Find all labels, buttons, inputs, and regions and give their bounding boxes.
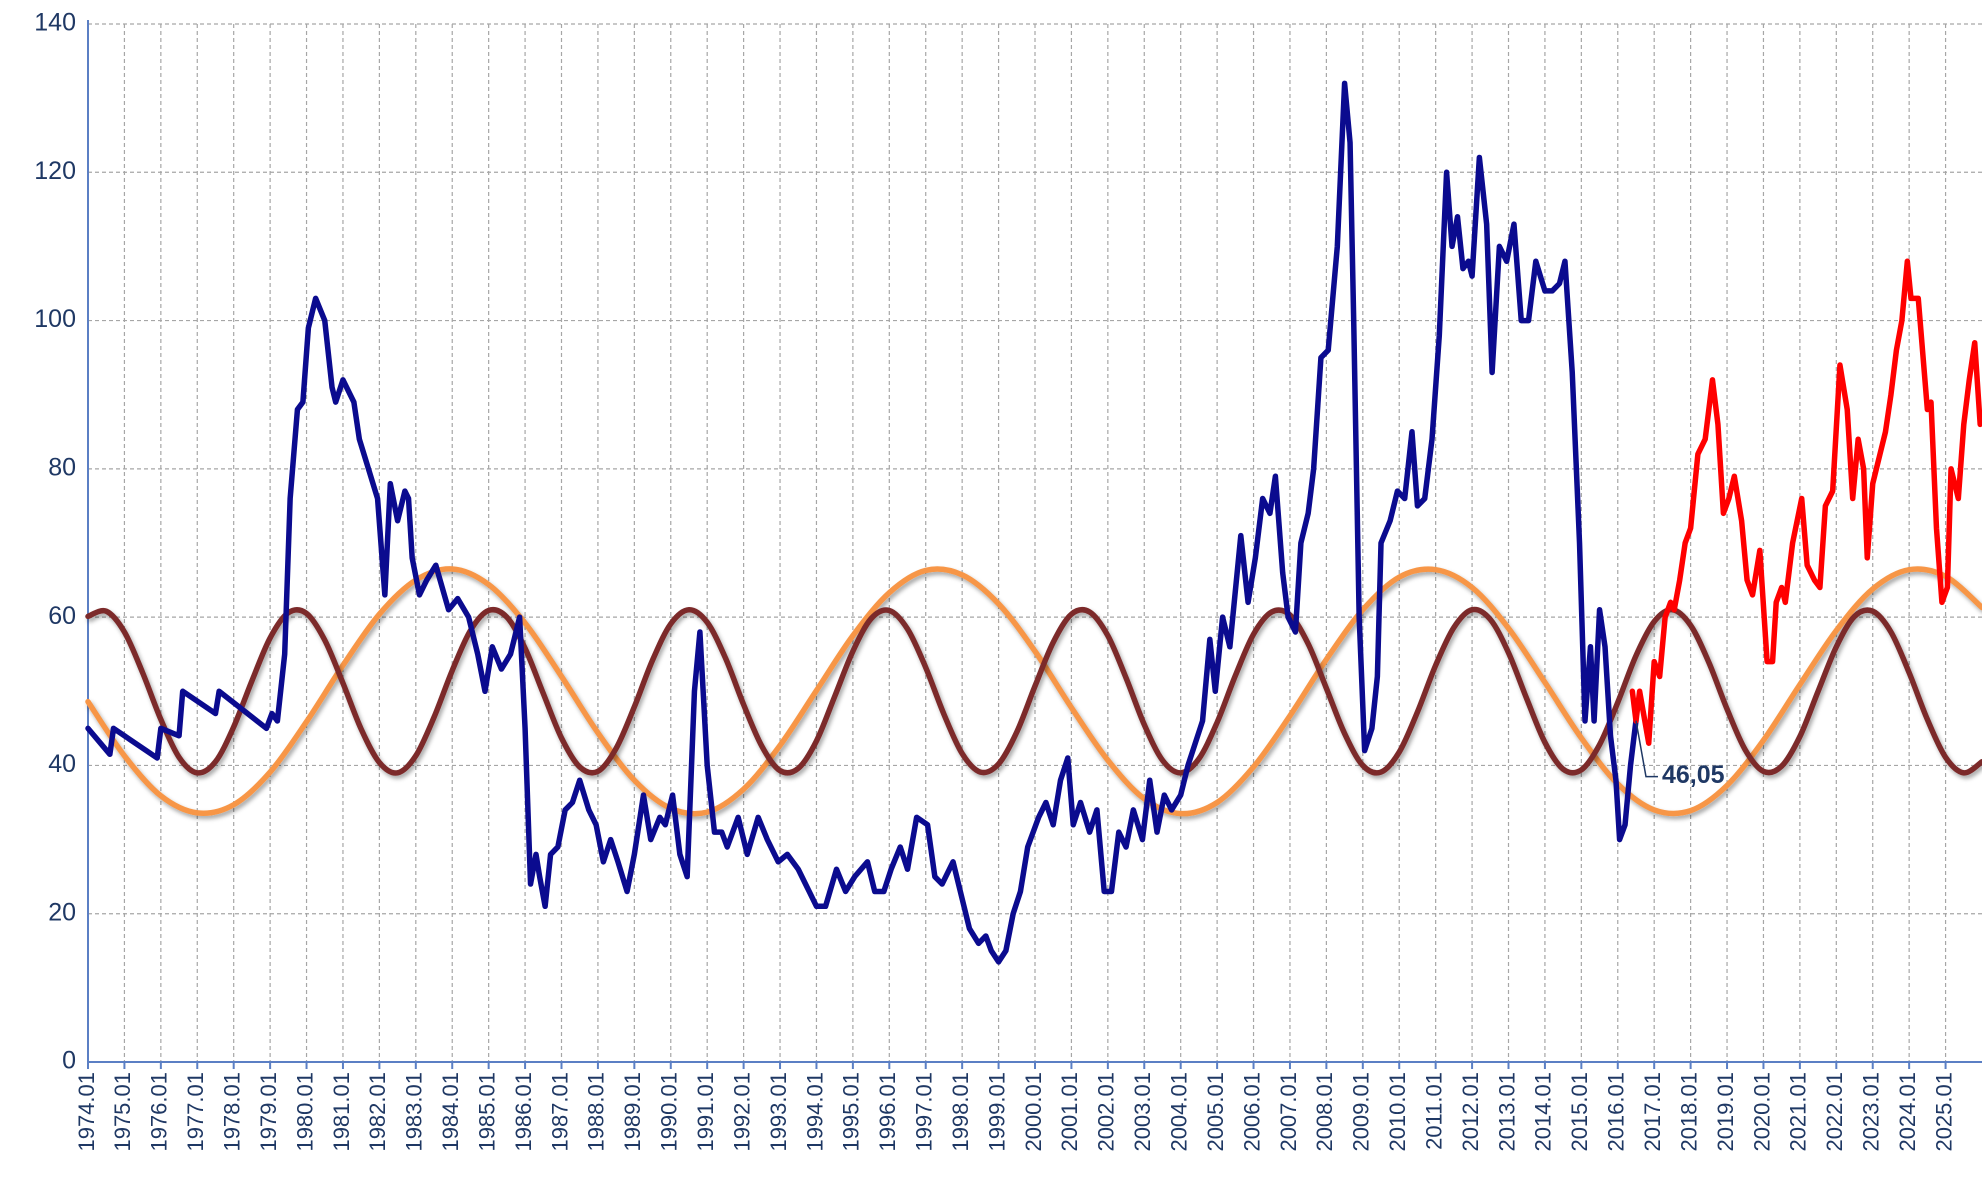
x-tick-label: 2003.01 [1130,1072,1155,1152]
x-tick-label: 2017.01 [1640,1072,1665,1152]
x-tick-label: 1984.01 [438,1072,463,1152]
x-tick-label: 2020.01 [1749,1072,1774,1152]
x-tick-label: 2016.01 [1604,1072,1629,1152]
x-tick-label: 2018.01 [1676,1072,1701,1152]
x-tick-label: 1976.01 [147,1072,172,1152]
x-tick-label: 1985.01 [474,1072,499,1152]
x-tick-label: 1997.01 [912,1072,937,1152]
x-tick-label: 2008.01 [1312,1072,1337,1152]
x-tick-label: 1999.01 [984,1072,1009,1152]
x-tick-label: 2004.01 [1167,1072,1192,1152]
x-tick-label: 1977.01 [183,1072,208,1152]
y-tick-label: 20 [48,898,76,926]
y-tick-label: 100 [34,305,76,333]
x-tick-label: 2012.01 [1458,1072,1483,1152]
x-tick-label: 1990.01 [657,1072,682,1152]
x-tick-label: 2002.01 [1094,1072,1119,1152]
x-tick-label: 2009.01 [1349,1072,1374,1152]
x-tick-label: 1998.01 [948,1072,973,1152]
y-tick-label: 0 [62,1047,76,1075]
x-tick-label: 1979.01 [256,1072,281,1152]
x-tick-label: 1980.01 [292,1072,317,1152]
x-tick-label: 1991.01 [693,1072,718,1152]
x-tick-label: 2007.01 [1276,1072,1301,1152]
x-tick-label: 2006.01 [1239,1072,1264,1152]
x-tick-label: 1994.01 [802,1072,827,1152]
x-tick-label: 1978.01 [220,1072,245,1152]
x-tick-label: 1975.01 [110,1072,135,1152]
x-tick-label: 2001.01 [1057,1072,1082,1152]
x-tick-label: 2021.01 [1786,1072,1811,1152]
x-tick-label: 1974.01 [74,1072,99,1152]
y-tick-label: 40 [48,750,76,778]
x-tick-label: 2022.01 [1822,1072,1847,1152]
x-tick-label: 2025.01 [1931,1072,1956,1152]
x-tick-label: 2005.01 [1203,1072,1228,1152]
x-tick-label: 1993.01 [766,1072,791,1152]
y-tick-label: 60 [48,602,76,630]
x-tick-label: 2023.01 [1859,1072,1884,1152]
x-tick-label: 2015.01 [1567,1072,1592,1152]
x-tick-label: 1992.01 [729,1072,754,1152]
x-tick-label: 1982.01 [365,1072,390,1152]
annotation: 46,05 [1662,761,1725,789]
annotation-leader [1635,720,1658,778]
series-line [1629,258,1982,746]
y-tick-label: 140 [34,9,76,37]
x-tick-label: 1987.01 [547,1072,572,1152]
x-tick-label: 2024.01 [1895,1072,1920,1152]
x-tick-label: 2014.01 [1531,1072,1556,1152]
x-tick-label: 1981.01 [329,1072,354,1152]
x-tick-label: 1995.01 [839,1072,864,1152]
x-tick-label: 2010.01 [1385,1072,1410,1152]
y-tick-label: 80 [48,453,76,481]
x-tick-label: 2019.01 [1713,1072,1738,1152]
x-tick-label: 1983.01 [402,1072,427,1152]
x-tick-label: 1986.01 [511,1072,536,1152]
x-tick-label: 2011.01 [1421,1072,1446,1150]
x-tick-label: 1988.01 [584,1072,609,1152]
x-tick-label: 1996.01 [875,1072,900,1152]
series-line [85,80,1639,965]
x-tick-label: 1989.01 [620,1072,645,1152]
series-line [85,566,1982,817]
x-tick-label: 2000.01 [1021,1072,1046,1152]
x-tick-label: 2013.01 [1494,1072,1519,1152]
y-tick-label: 120 [34,157,76,185]
